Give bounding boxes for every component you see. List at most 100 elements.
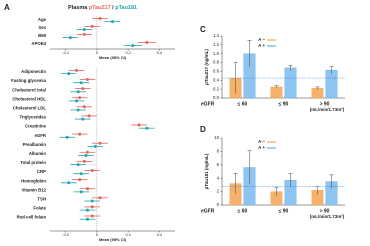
x-tick-label: -0.2 [62, 233, 69, 237]
y-tick-label: 4 [217, 175, 220, 180]
estimate-point [86, 150, 89, 154]
x-tick-label: ≤ 60 [238, 208, 248, 214]
estimate-point [82, 159, 86, 163]
x-axis-unit: (mL/min/1.73m²) [310, 214, 345, 219]
y-axis-title: pTau181 (ng/mL) [204, 153, 209, 189]
estimate-point [75, 68, 79, 72]
panel-label: A [4, 3, 10, 12]
bar [284, 67, 297, 99]
row-label: Fasting glycemia [11, 78, 46, 83]
row-label: Adiponectin [21, 69, 46, 74]
estimate-point [79, 81, 83, 85]
x-tick-label: ≤ 60 [238, 101, 248, 107]
estimate-point [78, 132, 82, 136]
legend-label: A + [258, 43, 265, 48]
panel-label: C [200, 25, 206, 34]
row-label: Vitamin B12 [21, 187, 46, 192]
x-axis-title: eGFR [201, 101, 215, 107]
row-label: Cholesterol LDL [13, 106, 47, 111]
x-tick-label: 0.2 [125, 51, 130, 55]
x-tick-label: 0 [96, 51, 98, 55]
estimate-point [90, 205, 94, 209]
row-label: eGFR [35, 133, 47, 138]
estimate-point [86, 217, 89, 221]
estimate-point [78, 96, 82, 100]
estimate-point [76, 108, 80, 112]
y-tick-label: 10 [214, 135, 219, 140]
estimate-point [67, 72, 71, 76]
x-tick-label: 0.4 [157, 51, 162, 55]
y-tick-label: 6 [217, 162, 220, 167]
y-tick-label: 1.2 [213, 42, 220, 47]
x-tick-label: 0.4 [157, 233, 162, 237]
legend-label: A − [258, 37, 265, 42]
estimate-point [81, 87, 85, 91]
y-axis-title: pTau217 (ng/mL) [204, 49, 209, 85]
x-axis-unit: (mL/min/1.73m²) [310, 107, 345, 112]
row-label: CRP [37, 169, 46, 174]
estimate-point [76, 163, 80, 167]
error-bar [247, 150, 252, 185]
estimate-point [90, 24, 94, 28]
estimate-point [79, 172, 83, 176]
legend-title: Plasma pTau217/pTau181 [68, 5, 137, 11]
estimate-point [79, 190, 83, 194]
estimate-point [86, 208, 89, 212]
estimate-point [82, 32, 86, 36]
row-label: APOE4 [31, 41, 46, 46]
row-label: Age [38, 17, 47, 22]
estimate-point [81, 117, 85, 121]
y-tick-label: 0.8 [213, 60, 220, 65]
legend-label: A + [258, 145, 265, 150]
y-tick-label: 0.0 [213, 95, 220, 100]
error-bar [329, 174, 334, 189]
row-label: Red-cell folate [17, 215, 47, 220]
error-bar [315, 86, 320, 90]
row-label: Hemoglobin [21, 178, 46, 183]
estimate-point [98, 196, 102, 200]
row-label: Creatinine [25, 124, 47, 129]
y-tick-label: 0 [217, 202, 220, 207]
y-tick-label: 0.4 [213, 77, 220, 82]
estimate-point [98, 16, 102, 20]
estimate-point [84, 154, 88, 157]
estimate-point [78, 178, 82, 182]
estimate-point [82, 105, 86, 109]
bar [311, 88, 324, 99]
error-bar [274, 85, 279, 89]
bar [270, 86, 283, 99]
row-label: TSH [37, 197, 46, 202]
estimate-point [65, 135, 69, 139]
error-bar [247, 40, 252, 67]
estimate-point [76, 90, 80, 94]
x-tick-label: > 90 [320, 208, 330, 214]
legend-entry: / [112, 5, 114, 11]
row-label: BMI [38, 33, 46, 38]
legend-entry: pTau181 [115, 5, 137, 11]
estimate-point [111, 20, 114, 24]
x-axis-title: Mean (95% CI) [99, 55, 127, 60]
estimate-point [86, 78, 89, 81]
row-label: Cholesterol HDL [12, 96, 46, 101]
error-bar [233, 173, 238, 194]
legend-label: A − [258, 139, 265, 144]
estimate-point [131, 44, 135, 48]
y-tick-label: 0.2 [213, 86, 220, 91]
error-bar [329, 66, 334, 74]
x-axis-title: eGFR [201, 208, 215, 214]
panel-label: D [200, 125, 206, 134]
row-label: Cholesterol total [12, 87, 46, 92]
estimate-point [86, 187, 89, 191]
row-label: Triglycerides [19, 115, 46, 120]
bar [325, 69, 338, 99]
estimate-point [82, 28, 86, 32]
estimate-point [87, 114, 91, 118]
y-tick-label: 8 [217, 149, 220, 154]
x-axis-title: Mean (95% CI) [99, 237, 127, 242]
x-tick-label: ≤ 90 [279, 101, 289, 107]
estimate-point [93, 144, 97, 148]
error-bar [288, 173, 293, 187]
estimate-point [75, 99, 79, 103]
x-tick-label: 0.2 [125, 233, 130, 237]
